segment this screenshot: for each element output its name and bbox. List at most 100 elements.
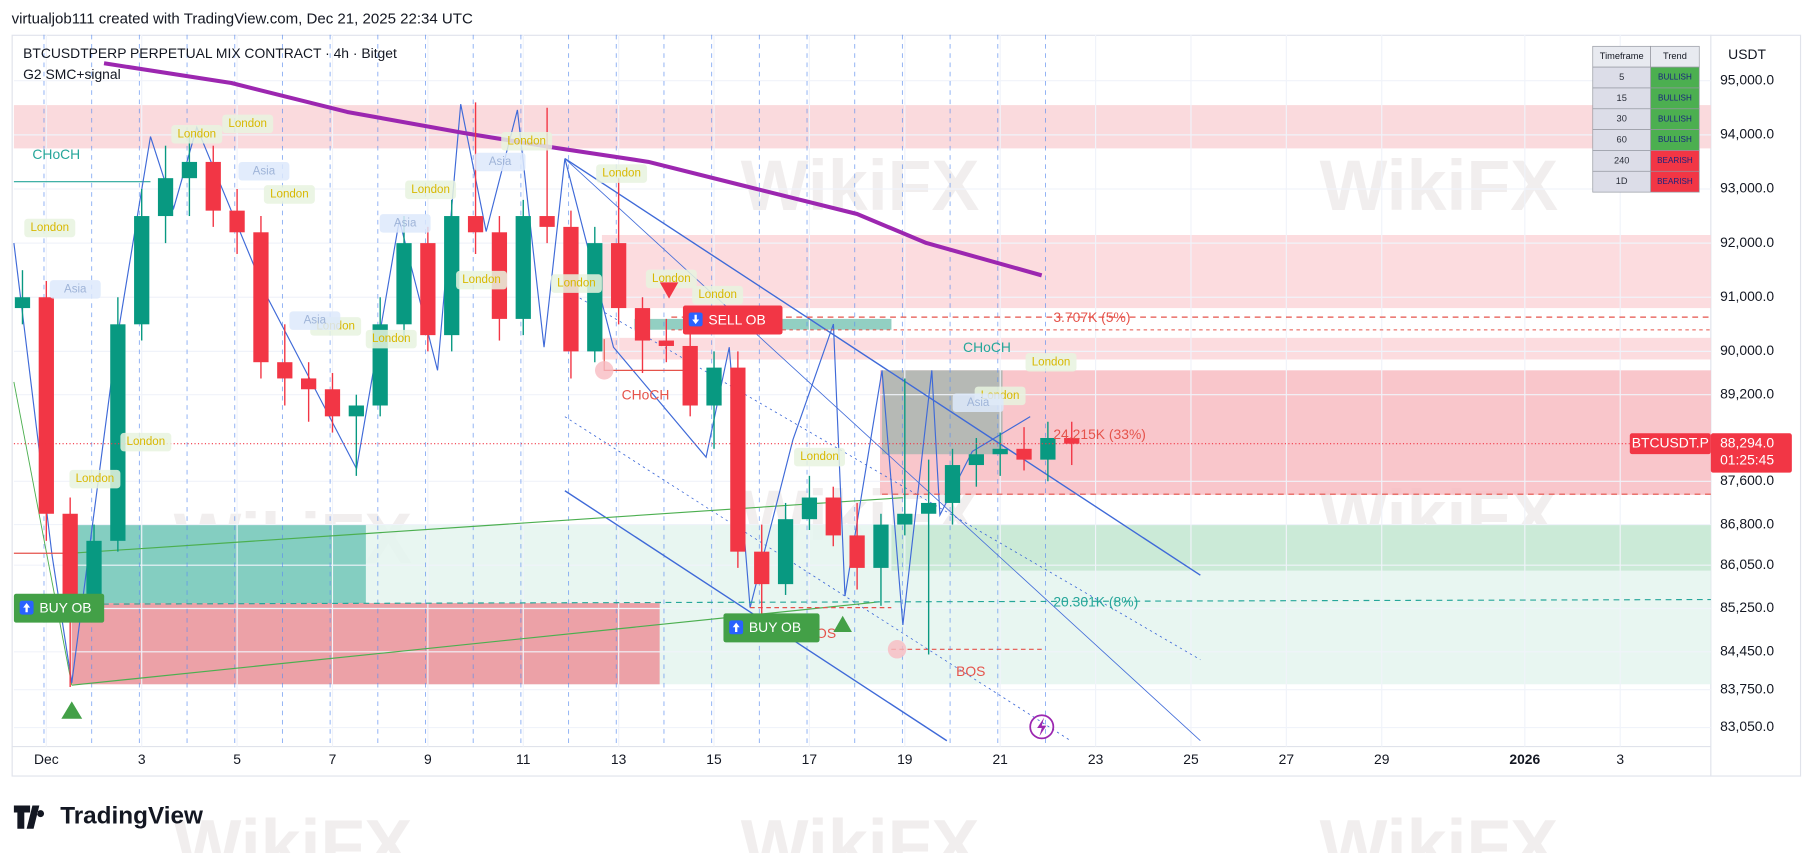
candle-body — [157, 178, 174, 217]
candle-body — [229, 210, 245, 233]
level-line — [71, 598, 1711, 605]
zones — [13, 105, 1711, 685]
symbol-tag — [1629, 433, 1711, 455]
signal-badge — [723, 613, 820, 643]
session-label: London — [507, 135, 546, 147]
session-label: London — [177, 128, 216, 140]
x-tick-label: 5 — [233, 751, 241, 767]
moving-average — [103, 61, 1043, 278]
candle-body — [777, 519, 794, 585]
logo-text: TradingView — [60, 803, 203, 830]
candle-body — [682, 345, 698, 406]
candle-body — [897, 513, 913, 525]
zone — [71, 603, 660, 685]
candle-body — [968, 454, 984, 466]
signal-label: BUY OB — [749, 619, 801, 635]
x-tick-label: 3 — [1616, 751, 1624, 767]
x-tick-label: 15 — [706, 751, 722, 767]
channel-dotted — [564, 288, 1201, 661]
candle-body — [1040, 437, 1056, 460]
session-label: London — [228, 118, 267, 130]
candle-body — [706, 367, 722, 406]
candle-body — [754, 551, 770, 585]
candle-body — [14, 297, 31, 309]
candle-body — [62, 513, 78, 595]
y-tick-label: 86,800.0 — [1720, 515, 1774, 531]
session-label: London — [800, 451, 839, 463]
candle-body — [444, 216, 460, 336]
signal-arrow — [692, 314, 700, 325]
session-label: Asia — [967, 397, 990, 409]
candle-body — [253, 232, 269, 363]
session-badge — [222, 114, 274, 134]
candle-body — [134, 216, 150, 325]
x-tick-label: 11 — [516, 751, 531, 767]
y-tick-label: 89,200.0 — [1720, 385, 1774, 401]
table-timeframe: 30 — [1617, 114, 1627, 124]
structure-label: CHoCH — [32, 146, 80, 162]
session-label: London — [462, 274, 501, 286]
signal-badge — [682, 305, 783, 335]
channel-dotted — [564, 416, 1071, 742]
watermark: WikiFX — [741, 146, 980, 226]
y-tick-label: 86,050.0 — [1720, 556, 1774, 572]
currency: USDT — [1728, 46, 1766, 62]
session-badge — [365, 329, 417, 349]
price-tag — [1710, 433, 1792, 473]
table-trend: BEARISH — [1657, 156, 1693, 165]
buy-triangle — [833, 615, 852, 632]
x-tick-label: 27 — [1279, 751, 1295, 767]
session-badge — [794, 447, 845, 467]
session-badge — [238, 162, 290, 181]
x-tick-label: 25 — [1183, 751, 1199, 767]
candle-body — [730, 367, 746, 552]
logo-icon — [13, 805, 45, 829]
candles — [14, 102, 1080, 687]
session-label: London — [652, 273, 691, 285]
x-tick-label: 2026 — [1509, 751, 1540, 767]
credit: virtualjob111 created with TradingView.c… — [12, 11, 473, 28]
candle-body — [420, 243, 436, 336]
pivot-marker — [594, 361, 614, 380]
watermark: WikiFX — [1320, 146, 1559, 226]
session-badge — [171, 124, 223, 144]
session-label: Asia — [253, 165, 276, 177]
sell-triangle — [659, 282, 679, 299]
zone — [601, 234, 1711, 309]
candle-body — [301, 378, 317, 390]
session-badge — [645, 269, 697, 289]
session-label: London — [698, 289, 737, 301]
session-badge — [24, 218, 76, 238]
candle-body — [658, 340, 674, 346]
candle-body — [205, 161, 221, 211]
session-label: Asia — [489, 156, 512, 168]
x-tick-label: Dec — [34, 751, 59, 767]
session-badge — [1025, 353, 1077, 372]
candle-body — [110, 324, 126, 541]
price-tag-value: 88,294.0 — [1720, 434, 1774, 450]
session-badge — [596, 164, 648, 183]
y-tick-label: 92,000.0 — [1720, 234, 1774, 250]
x-tick-label: 3 — [138, 751, 146, 767]
session-badge — [456, 270, 507, 290]
y-tick-label: 85,250.0 — [1720, 599, 1774, 615]
candle-body — [515, 216, 531, 319]
table-timeframe: 1D — [1616, 176, 1628, 186]
tradingview-logo: TradingView — [13, 803, 203, 830]
buy-triangle — [61, 701, 83, 719]
y-tick-label: 91,000.0 — [1720, 288, 1774, 304]
session-label: London — [30, 222, 69, 234]
structure-label: CHoCH — [622, 387, 670, 403]
alert-icon — [1029, 714, 1055, 740]
session-badge — [49, 280, 101, 299]
x-tick-label: 9 — [424, 751, 432, 767]
session-badge — [379, 214, 431, 233]
overlays: BTCUSDT.P 88,294.0 01:25:45 London London Lon… — [13, 114, 1792, 740]
candle-body — [539, 216, 555, 227]
candle-body — [348, 405, 364, 417]
trend-line — [13, 381, 73, 686]
table-trend: BULLISH — [1658, 135, 1692, 144]
session-badge — [405, 180, 457, 200]
y-tick-label: 83,050.0 — [1720, 718, 1774, 734]
